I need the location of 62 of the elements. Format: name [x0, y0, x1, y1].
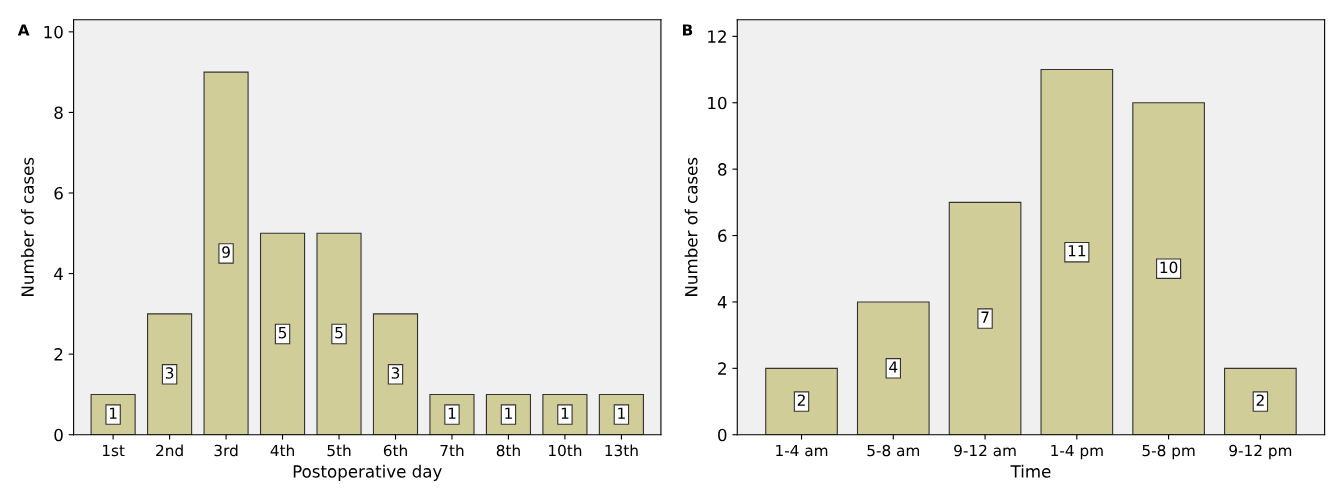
- bar: [203, 71, 249, 435]
- data-label: 2: [1256, 394, 1264, 406]
- y-tick-label: 6: [54, 186, 63, 200]
- data-label: 5: [278, 327, 287, 339]
- chart-title: A: [17, 24, 30, 36]
- y-tick-label: 0: [718, 428, 727, 442]
- x-axis-title: Postoperative day: [293, 464, 442, 481]
- y-axis-title: Number of cases: [20, 157, 34, 296]
- bar: [856, 301, 930, 435]
- x-tick-label: 2nd: [156, 444, 183, 457]
- y-tick-label: 10: [708, 96, 727, 110]
- x-tick-label: 5-8 am: [867, 444, 920, 457]
- x-tick-label: 10th: [549, 444, 582, 457]
- data-label: 9: [222, 246, 230, 258]
- bar: [316, 232, 362, 435]
- data-label: 2: [797, 394, 805, 406]
- bar: [765, 367, 838, 435]
- y-tick-label: 0: [54, 428, 63, 442]
- data-label: 1: [448, 407, 456, 419]
- x-tick-label: 7th: [440, 444, 464, 457]
- data-label: 7: [981, 311, 989, 323]
- y-axis-title: Number of cases: [684, 157, 698, 296]
- data-label: 3: [165, 367, 174, 379]
- data-label: 3: [391, 367, 400, 379]
- bar: [1132, 102, 1205, 435]
- x-tick-label: 9-12 pm: [1229, 444, 1292, 460]
- data-label: 5: [335, 327, 343, 339]
- x-tick-label: 5th: [327, 444, 351, 457]
- data-label: 1: [505, 407, 512, 419]
- x-tick-label: 5-8 pm: [1142, 444, 1195, 460]
- x-tick-label: 6th: [383, 444, 407, 457]
- y-tick-label: 2: [54, 348, 63, 361]
- x-tick-label: 1-4 am: [776, 444, 828, 457]
- y-tick-label: 4: [54, 267, 63, 280]
- y-tick-label: 2: [718, 362, 726, 375]
- bar: [1224, 367, 1297, 435]
- x-tick-label: 8th: [496, 444, 520, 457]
- bar: [948, 201, 1022, 435]
- y-tick-label: 12: [708, 30, 726, 43]
- y-tick-label: 8: [718, 163, 727, 176]
- x-tick-label: 9-12 am: [954, 444, 1016, 457]
- x-tick-label: 1-4 pm: [1051, 444, 1103, 460]
- x-tick-label: 3rd: [214, 444, 238, 457]
- data-label: 1: [109, 407, 117, 419]
- y-tick-label: 4: [717, 296, 727, 309]
- x-tick-label: 1st: [102, 444, 125, 457]
- chart-title: B: [682, 24, 693, 36]
- x-tick-label: 13th: [605, 444, 638, 457]
- data-label: 1: [618, 407, 625, 419]
- data-label: 1: [561, 407, 569, 419]
- data-label: 4: [889, 361, 898, 373]
- y-tick-label: 6: [718, 229, 727, 243]
- x-tick-label: 4th: [270, 444, 294, 457]
- data-label: 11: [1068, 245, 1086, 257]
- bar: [372, 313, 419, 435]
- y-tick-label: 8: [54, 106, 63, 119]
- data-label: 10: [1160, 261, 1178, 274]
- x-axis-title: Time: [1010, 464, 1051, 478]
- bar: [147, 313, 193, 435]
- bar: [259, 232, 306, 435]
- y-tick-label: 10: [44, 25, 63, 39]
- bar: [1040, 69, 1114, 435]
